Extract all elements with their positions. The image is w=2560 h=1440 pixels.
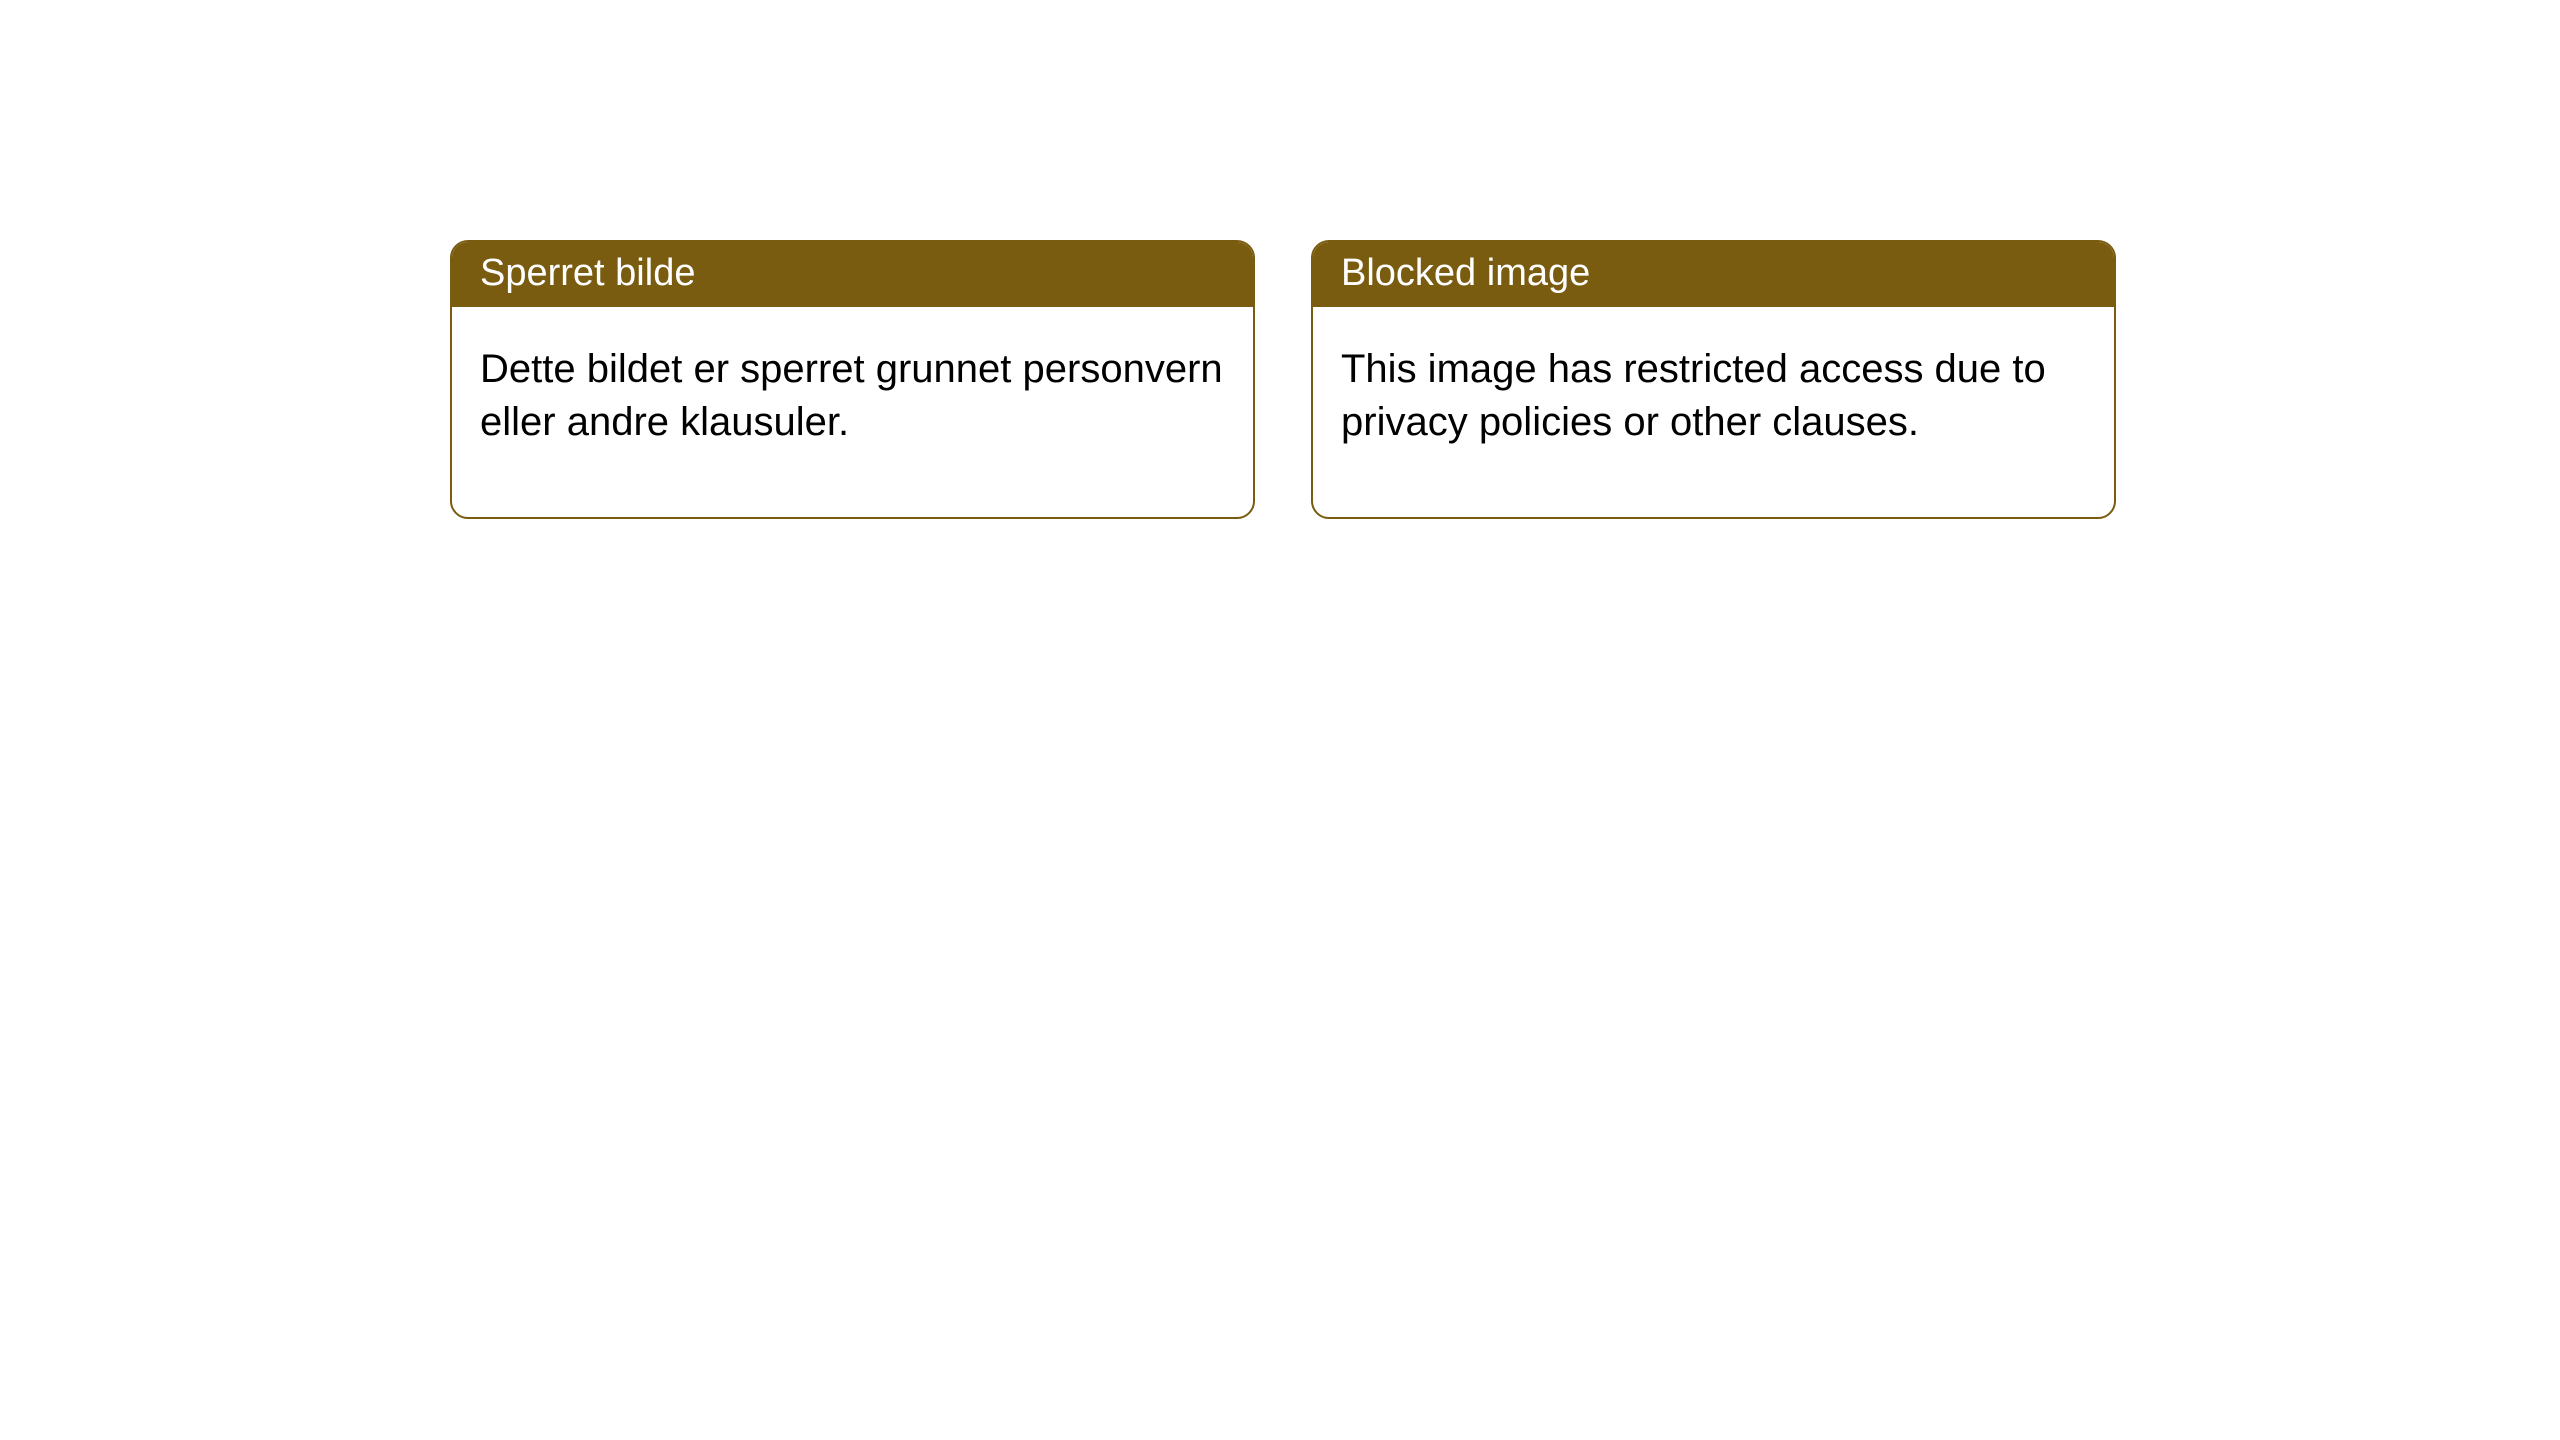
notice-message-english: This image has restricted access due to … (1341, 347, 2046, 444)
notice-body-english: This image has restricted access due to … (1313, 307, 2114, 517)
notice-message-norwegian: Dette bildet er sperret grunnet personve… (480, 347, 1223, 444)
notice-title-norwegian: Sperret bilde (480, 252, 695, 294)
notice-header-norwegian: Sperret bilde (452, 242, 1253, 307)
notice-title-english: Blocked image (1341, 252, 1590, 294)
notice-header-english: Blocked image (1313, 242, 2114, 307)
notice-container: Sperret bilde Dette bildet er sperret gr… (450, 240, 2116, 519)
notice-body-norwegian: Dette bildet er sperret grunnet personve… (452, 307, 1253, 517)
notice-card-norwegian: Sperret bilde Dette bildet er sperret gr… (450, 240, 1255, 519)
notice-card-english: Blocked image This image has restricted … (1311, 240, 2116, 519)
